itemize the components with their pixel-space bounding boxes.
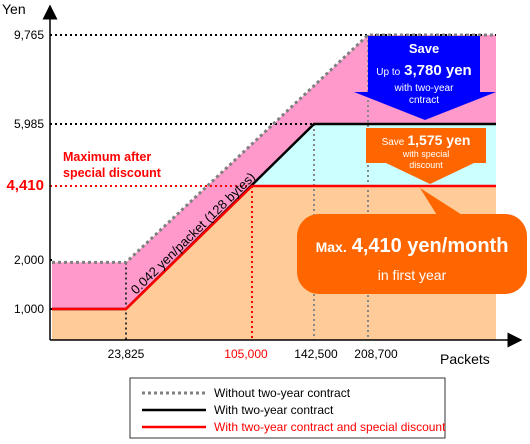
x-axis-unit: Packets (440, 351, 490, 367)
max-bubble-prefix: Max. (316, 239, 347, 255)
max-label-line1: Maximum after (63, 150, 151, 164)
series-line-2 (52, 184, 496, 311)
save-orange-line2: with special (402, 149, 450, 159)
save-orange-prefix: Save (382, 137, 405, 148)
y-tick-label-1: 2,000 (14, 253, 44, 267)
y-tick-label-3: 5,985 (14, 117, 44, 131)
save-blue-line3: with two-year (394, 83, 455, 94)
max-bubble-line1: Max. 4,410 yen/month (316, 235, 509, 257)
save-blue-prefix: Up to (376, 67, 400, 78)
max-bubble-shape (297, 214, 527, 294)
y-tick-label-2: 4,410 (6, 177, 44, 194)
x-tick-label-2: 142,500 (294, 347, 338, 361)
save-blue-line1: Save (409, 41, 439, 56)
max-label-line2: special discount (63, 166, 162, 180)
save-blue-line2: Up to 3,780 yen (376, 62, 471, 79)
x-tick-label-0: 23,825 (108, 347, 145, 361)
series-line-0 (52, 33, 496, 264)
y-tick-label-4: 9,765 (14, 28, 44, 42)
max-monthly-bubble: Max. 4,410 yen/month in first year (297, 188, 527, 294)
save-orange-line1: Save 1,575 yen (382, 132, 471, 148)
save-callout-blue-shape (354, 36, 496, 120)
save-blue-amount: 3,780 yen (404, 62, 472, 79)
save-callout-orange: Save 1,575 yen with special discount (366, 128, 486, 184)
legend: Without two-year contract With two-year c… (129, 377, 446, 439)
y-tick-label-0: 1,000 (14, 302, 44, 316)
legend-label-0: Without two-year contract (214, 386, 351, 400)
max-bubble-amount: 4,410 yen/month (352, 235, 509, 257)
save-orange-amount: 1,575 yen (407, 132, 470, 148)
y-axis-unit: Yen (2, 1, 26, 17)
legend-label-2: With two-year contract and special disco… (214, 420, 446, 434)
max-bubble-line2: in first year (378, 267, 447, 283)
save-callout-blue: Save Up to 3,780 yen with two-year cntrac… (354, 36, 496, 120)
max-bubble-pointer (420, 188, 470, 220)
save-callout-orange-shape (366, 128, 486, 184)
save-orange-line3: discount (409, 160, 443, 170)
save-blue-line4: cntract (409, 95, 439, 106)
x-tick-label-3: 208,700 (354, 347, 398, 361)
legend-label-1: With two-year contract (214, 403, 334, 417)
x-tick-label-1: 105,000 (224, 347, 268, 361)
